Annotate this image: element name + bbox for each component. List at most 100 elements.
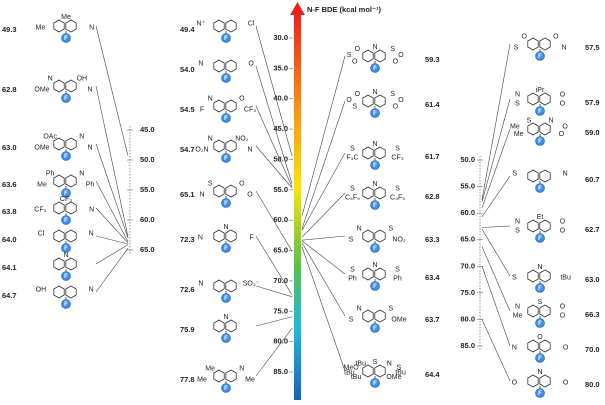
- fluorine-badge: [61, 188, 71, 198]
- bde-value: 57.5: [585, 43, 600, 52]
- atom-label: S: [390, 91, 395, 98]
- ring: [362, 146, 374, 160]
- leader-line: [301, 246, 346, 372]
- ring: [527, 339, 539, 353]
- ring: [65, 229, 77, 243]
- atom-label: Me: [197, 376, 207, 383]
- bde-value: 49.3: [2, 25, 17, 34]
- atom-label: N: [223, 224, 228, 231]
- atom-label: OAc: [43, 134, 57, 141]
- ring: [213, 19, 225, 33]
- bde-value: 54.7: [180, 145, 195, 154]
- atom-label: N: [89, 206, 94, 213]
- ring: [374, 229, 386, 243]
- fluorine-label: F: [538, 391, 542, 397]
- atom-label: O: [239, 181, 245, 188]
- atom-label: NO₂: [392, 236, 406, 243]
- fluorine-badge: [535, 283, 545, 293]
- fluorine-label: F: [538, 286, 542, 292]
- axis-tick-label: 55.0: [273, 185, 288, 194]
- fluorine-badge: [61, 33, 71, 43]
- atom-label: N: [198, 61, 203, 68]
- atom-label: Me: [37, 181, 47, 188]
- atom-label: S: [397, 364, 402, 371]
- fluorine-badge: [370, 281, 380, 291]
- atom-label: N: [372, 89, 377, 96]
- ring: [65, 201, 77, 215]
- ring: [362, 309, 374, 323]
- ring: [65, 79, 77, 93]
- atom-label: S: [208, 181, 213, 188]
- atom-label: S: [388, 306, 393, 313]
- fluorine-badge: [221, 383, 231, 393]
- atom-label: O: [512, 379, 518, 386]
- atom-label: OMe: [391, 316, 406, 323]
- ring: [53, 19, 65, 33]
- bde-value: 59.3: [425, 55, 440, 64]
- leader-line: [301, 235, 346, 241]
- scale-tick-label: 50.0: [460, 155, 475, 164]
- atom-label: Ph: [86, 181, 95, 188]
- fluorine-label: F: [64, 191, 68, 197]
- fluorine-label: F: [373, 381, 377, 387]
- axis-tick-label: 40.0: [273, 94, 288, 103]
- fluorine-label: F: [373, 163, 377, 169]
- scale-tick-label: 85.0: [460, 341, 475, 350]
- atom-label: N: [357, 306, 362, 313]
- bde-value: 59.0: [585, 128, 600, 137]
- ring: [374, 49, 386, 63]
- ring: [225, 229, 237, 243]
- atom-label: N: [48, 76, 53, 83]
- atom-label: O: [537, 334, 543, 341]
- atom-label: N: [239, 366, 244, 373]
- ring: [527, 122, 539, 136]
- axis-tick-label: 75.0: [273, 306, 288, 315]
- bde-value: 64.0: [2, 235, 17, 244]
- atom-label: S: [350, 185, 355, 192]
- bde-value: 72.3: [180, 235, 195, 244]
- atom-label: O: [563, 344, 569, 351]
- leader-line: [481, 175, 511, 218]
- fluorine-label: F: [373, 66, 377, 72]
- atom-label: OMe: [386, 374, 401, 381]
- fluorine-label: F: [64, 36, 68, 42]
- bde-value: 77.8: [180, 375, 195, 384]
- atom-label: S: [514, 44, 519, 51]
- fluorine-label: F: [64, 154, 68, 160]
- ring: [53, 174, 65, 188]
- ring: [527, 374, 539, 388]
- fluorine-label: F: [538, 54, 542, 60]
- fluorine-badge: [221, 113, 231, 123]
- fluorine-badge: [61, 243, 71, 253]
- leader-line: [95, 85, 129, 237]
- ring: [539, 269, 551, 283]
- leader-line: [95, 207, 129, 244]
- ring: [362, 267, 374, 281]
- fluorine-label: F: [538, 109, 542, 115]
- ring: [65, 174, 77, 188]
- bde-arrow-head: [290, 2, 305, 15]
- atom-label: N: [512, 344, 517, 351]
- atom-label: F: [249, 234, 253, 241]
- leader-line: [481, 319, 511, 382]
- leader-line: [95, 25, 129, 156]
- ring: [374, 267, 386, 281]
- atom-label: F: [200, 106, 204, 113]
- ring: [225, 59, 237, 73]
- atom-label: S: [388, 226, 393, 233]
- axis-tick-label: 85.0: [273, 367, 288, 376]
- ring: [362, 186, 374, 200]
- leader-line: [301, 242, 346, 317]
- ring: [65, 19, 77, 33]
- fluorine-label: F: [64, 302, 68, 308]
- ring: [225, 139, 237, 153]
- ring: [225, 319, 237, 333]
- atom-label: N: [561, 44, 566, 51]
- fluorine-label: F: [373, 246, 377, 252]
- bde-value: 60.7: [585, 175, 600, 184]
- scale-tick-label: 80.0: [460, 314, 475, 323]
- ring: [53, 201, 65, 215]
- atom-label: O: [560, 312, 566, 319]
- atom-label: Me: [513, 312, 523, 319]
- scale-tick-label: 45.0: [140, 125, 155, 134]
